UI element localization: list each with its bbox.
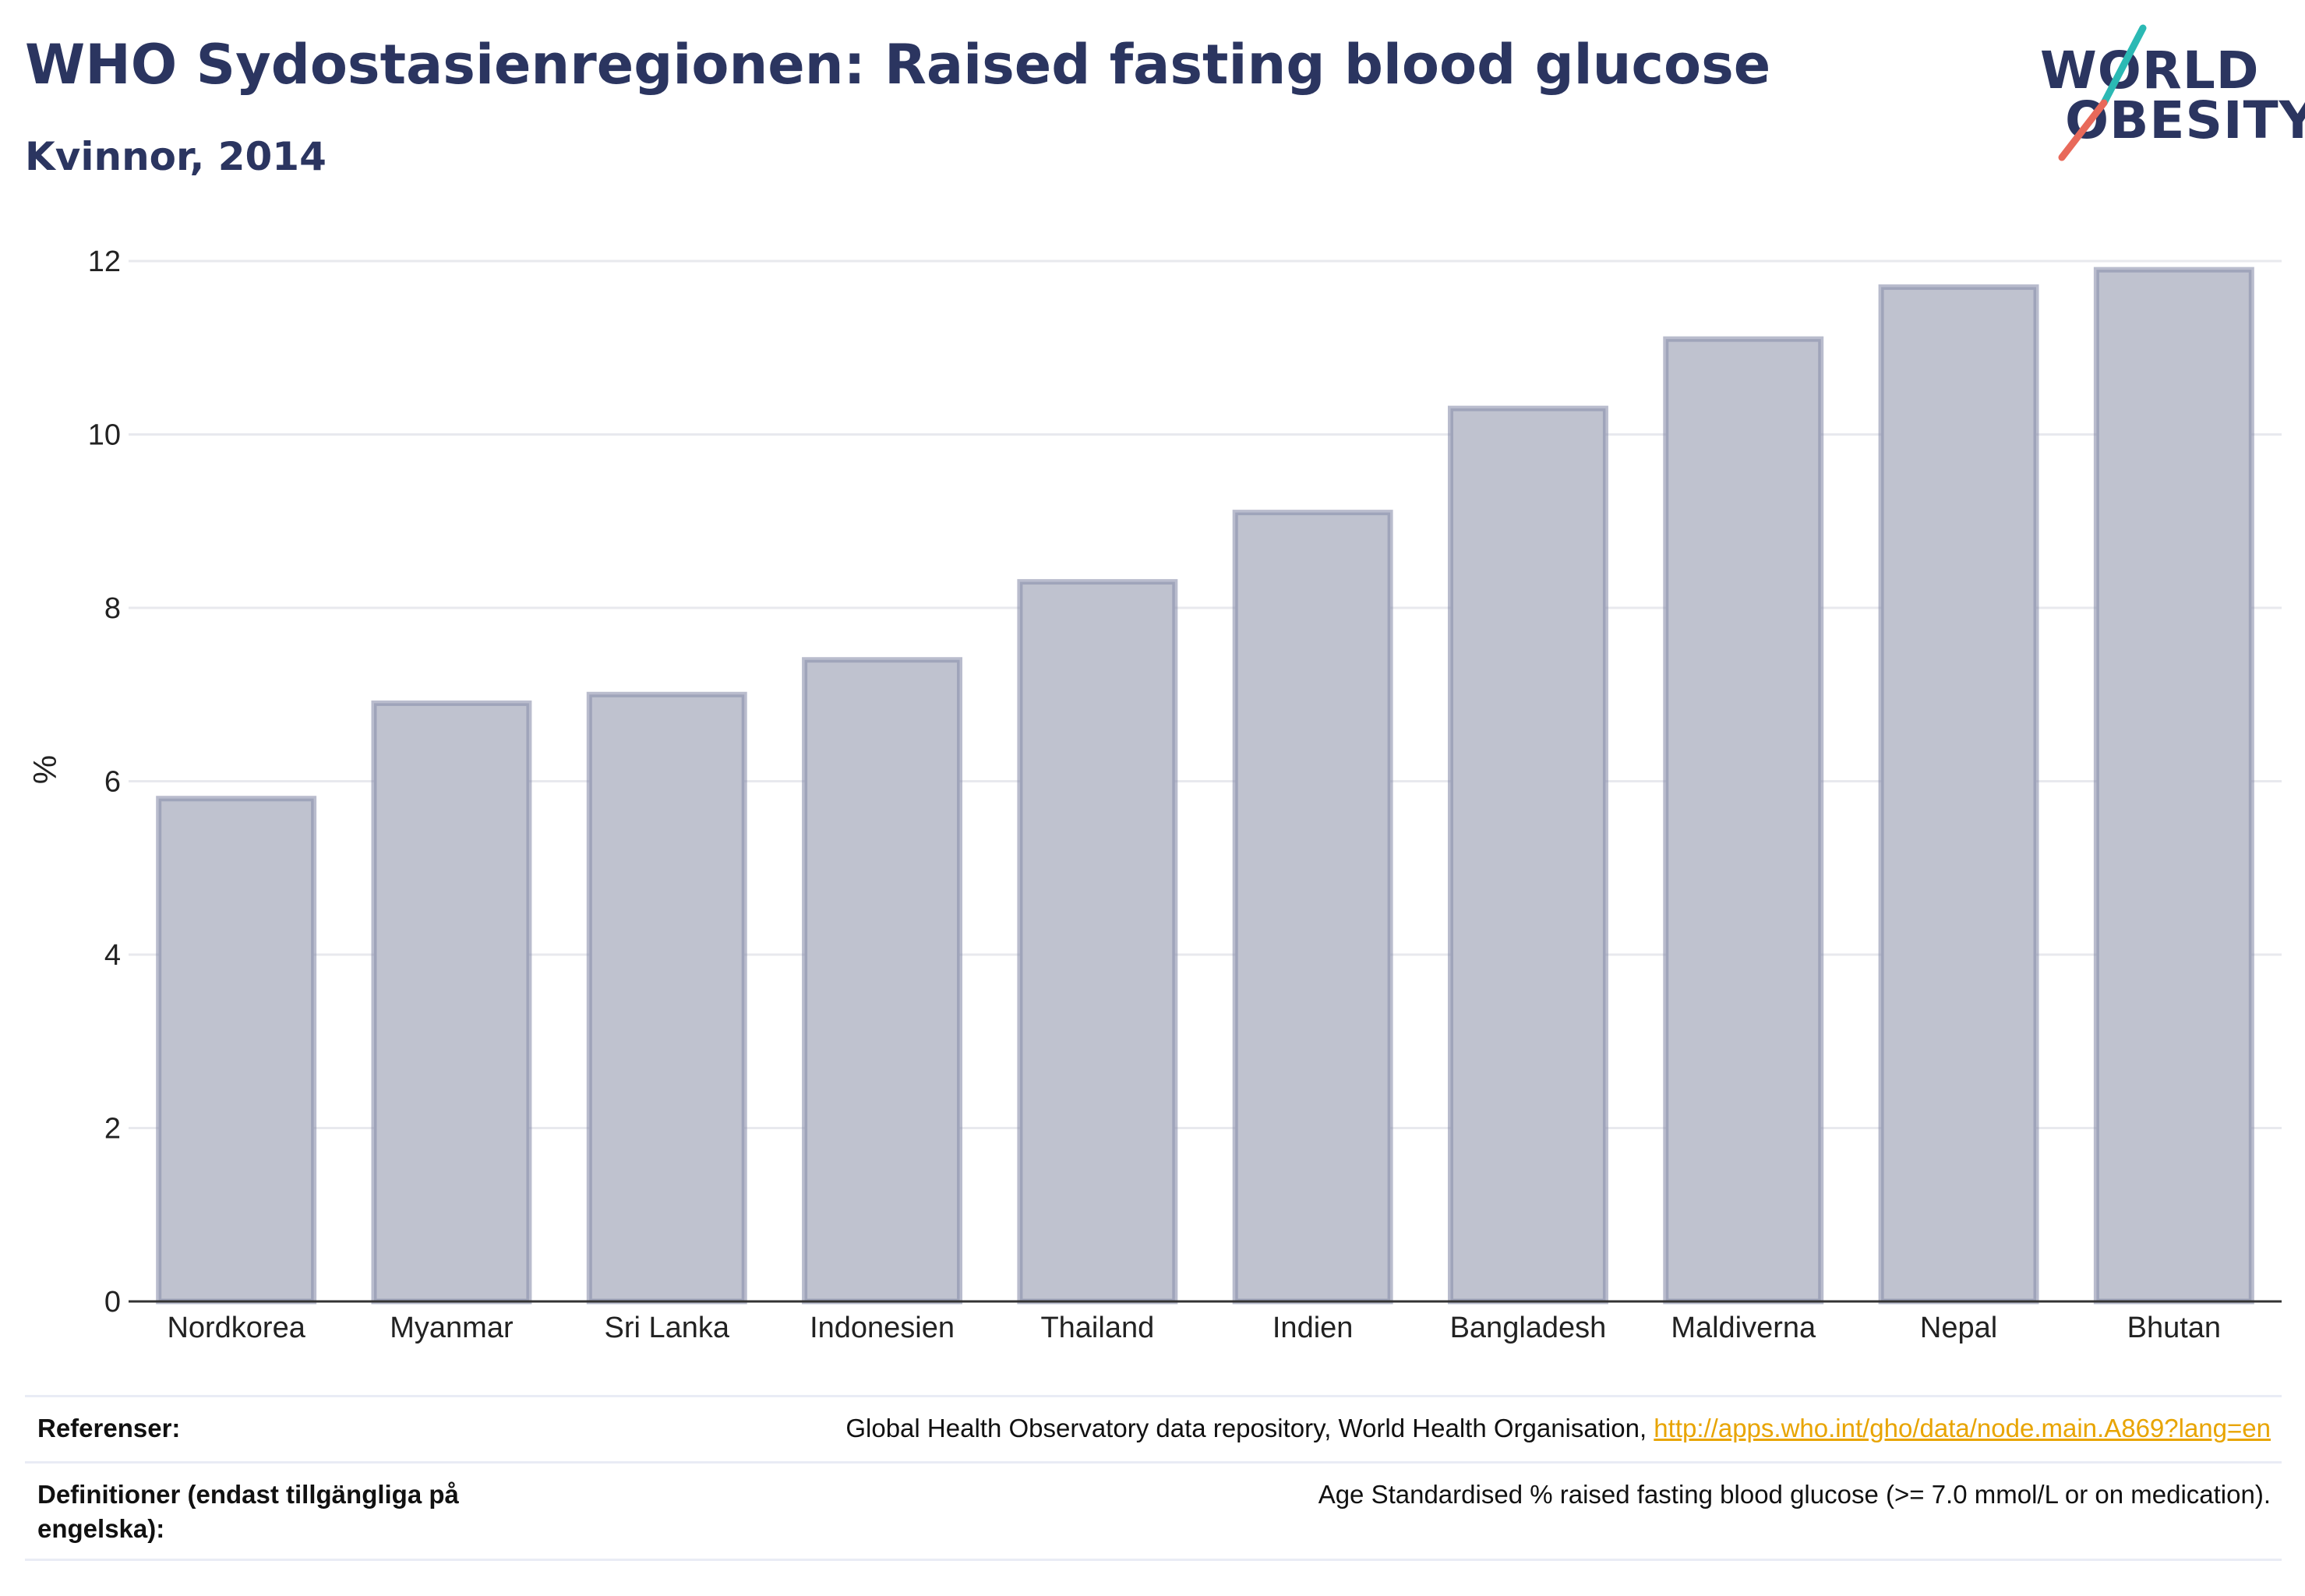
bar (371, 700, 532, 1305)
y-tick-label: 8 (104, 592, 121, 625)
y-tick-label: 4 (104, 939, 121, 972)
references-row: Referenser: Global Health Observatory da… (25, 1395, 2282, 1461)
bar (156, 796, 317, 1305)
definitions-row: Definitioner (endast tillgängliga på eng… (25, 1461, 2282, 1559)
x-tick-label: Bangladesh (1450, 1312, 1607, 1344)
bar-chart: 0 2 4 6 8 10 12% Nordkorea Myanmar Sri Lanka Indon… (26, 245, 2282, 1344)
x-tick-label: Sri Lanka (604, 1312, 729, 1344)
bar (1878, 284, 2039, 1305)
references-value: Global Health Observatory data repositor… (845, 1411, 2271, 1446)
chart-subtitle: Kvinnor, 2014 (25, 134, 327, 179)
y-tick-label: 6 (104, 766, 121, 799)
x-tick-label: Nepal (1920, 1312, 1997, 1344)
bar (1663, 336, 1824, 1305)
y-axis-label: % (26, 755, 63, 784)
world-obesity-logo: WORLD OBESITY (2026, 23, 2305, 164)
references-link[interactable]: http://apps.who.int/gho/data/node.main.A… (1654, 1414, 2271, 1442)
references-text: Global Health Observatory data repositor… (845, 1414, 1654, 1442)
x-tick-label: Bhutan (2127, 1312, 2221, 1344)
x-tick-label: Nordkorea (167, 1312, 305, 1344)
bar (2093, 267, 2254, 1305)
y-tick-label: 2 (104, 1113, 121, 1146)
x-tick-label: Indonesien (810, 1312, 955, 1344)
bar (802, 657, 963, 1305)
y-tick-label: 0 (104, 1286, 121, 1319)
logo-slash-icon (2058, 24, 2147, 161)
y-tick-label: 12 (88, 245, 121, 278)
bar (586, 691, 747, 1305)
bar (1447, 405, 1608, 1305)
logo-line-1: WORLD (2040, 41, 2260, 101)
references-bottom-border (25, 1559, 2282, 1564)
x-tick-label: Indien (1273, 1312, 1354, 1344)
bar (1017, 579, 1178, 1305)
references-label: Referenser: (37, 1414, 181, 1442)
chart-title: WHO Sydostasienregionen: Raised fasting … (25, 33, 1771, 97)
x-tick-label: Maldiverna (1671, 1312, 1816, 1344)
definitions-label: Definitioner (endast tillgängliga på eng… (37, 1480, 459, 1543)
y-tick-label: 10 (88, 419, 121, 452)
x-tick-label: Myanmar (390, 1312, 514, 1344)
x-tick-label: Thailand (1040, 1312, 1154, 1344)
definitions-value: Age Standardised % raised fasting blood … (1318, 1480, 2271, 1509)
bar (1232, 510, 1393, 1305)
references-table: Referenser: Global Health Observatory da… (25, 1395, 2282, 1564)
